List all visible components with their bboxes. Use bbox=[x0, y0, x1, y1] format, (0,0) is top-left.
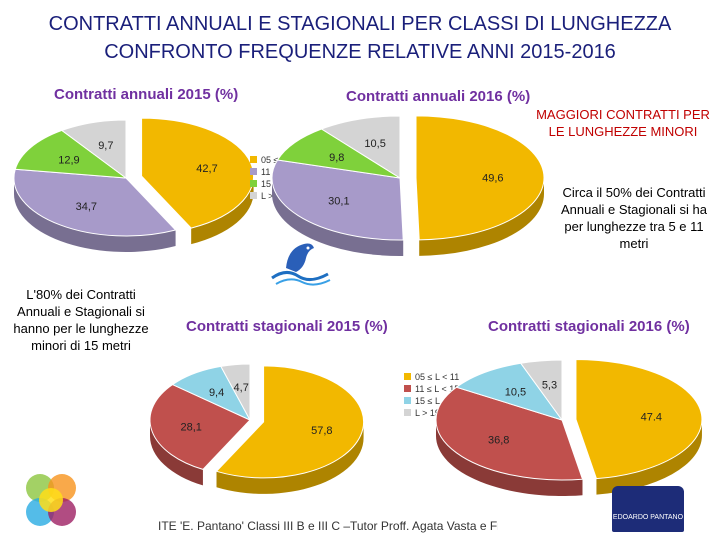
pie-slice-side-3-1 bbox=[436, 420, 583, 497]
pie-chart-3: 47.4 36,8 10,5 5,3 bbox=[435, 358, 703, 497]
pie-value-label-2-0: 57,8 bbox=[311, 425, 332, 437]
pie-slice-1-2 bbox=[276, 128, 401, 179]
pie-chart-1: 49,6 30,1 9,8 10,5 bbox=[271, 115, 545, 256]
pie-slice-0-3 bbox=[60, 119, 127, 179]
pie-value-label-0-2: 12,9 bbox=[58, 155, 79, 167]
pie-slice-side-2-0 bbox=[216, 421, 364, 494]
page-title: CONTRATTI ANNUALI E STAGIONALI PER CLASS… bbox=[0, 10, 720, 66]
note-maggiori: MAGGIORI CONTRATTI PER LE LUNGHEZZE MINO… bbox=[536, 107, 710, 139]
legend-label-2-1: 11 ≤ L < 15 bbox=[415, 384, 459, 394]
pie-value-label-3-1: 36,8 bbox=[488, 435, 509, 447]
chart-title-annual-2015: Contratti annuali 2015 (%) bbox=[54, 86, 239, 103]
pie-slice-side-3-0 bbox=[596, 419, 702, 495]
pie-slice-3-2 bbox=[455, 362, 564, 421]
pie-slice-side-2-1 bbox=[150, 420, 203, 486]
pie-value-label-3-3: 5,3 bbox=[542, 379, 557, 391]
pie-slice-2-1 bbox=[149, 384, 251, 470]
pie-slice-0-2 bbox=[14, 129, 128, 179]
legend-swatch-2-1 bbox=[404, 385, 411, 392]
pie-slice-side-1-1 bbox=[272, 178, 404, 256]
legend-label-2-3: L > 19 bbox=[415, 408, 440, 418]
pie-slice-side-1-0 bbox=[419, 177, 544, 256]
title-line-2: CONFRONTO FREQUENZE RELATIVE ANNI 2015-2… bbox=[104, 41, 616, 63]
legend-label-2-2: 15 ≤ L < 19 bbox=[415, 396, 460, 406]
legend-swatch-0-2 bbox=[250, 180, 257, 187]
pie-slice-3-1 bbox=[435, 386, 584, 481]
emblem-text: EDOARDO PANTANO bbox=[612, 514, 684, 521]
pie-slice-3-0 bbox=[575, 358, 703, 480]
legend-swatch-2-2 bbox=[404, 397, 411, 404]
pie-value-label-0-3: 9,7 bbox=[98, 140, 113, 152]
title-line-1: CONTRATTI ANNUALI E STAGIONALI PER CLASS… bbox=[48, 13, 672, 35]
legend-swatch-2-0 bbox=[404, 373, 411, 380]
pie-value-label-1-1: 30,1 bbox=[328, 196, 349, 208]
note-ottanta: L'80% dei Contratti Annuali e Stagionali… bbox=[13, 287, 149, 353]
legend-label-2-0: 05 ≤ L < 11 bbox=[415, 372, 459, 382]
pie-slice-3-3 bbox=[519, 359, 563, 422]
chart-title-seasonal-2015: Contratti stagionali 2015 (%) bbox=[186, 318, 388, 335]
footer-credit: ITE 'E. Pantano' Classi III B e III C –T… bbox=[158, 519, 498, 533]
institute-emblem: EDOARDO PANTANO bbox=[612, 486, 684, 532]
legend-swatch-0-3 bbox=[250, 192, 257, 199]
legend-swatch-2-3 bbox=[404, 409, 411, 416]
pie-value-label-2-3: 4,7 bbox=[234, 382, 249, 394]
pie-slice-side-0-1 bbox=[14, 178, 176, 252]
chart-title-seasonal-2016: Contratti stagionali 2016 (%) bbox=[488, 318, 690, 335]
pie-value-label-1-2: 9,8 bbox=[329, 152, 344, 164]
pie-value-label-1-3: 10,5 bbox=[364, 138, 385, 150]
pie-slice-side-0-0 bbox=[191, 176, 254, 245]
pie-value-label-2-2: 9,4 bbox=[209, 387, 224, 399]
pie-slice-1-0 bbox=[415, 115, 545, 241]
pie-value-label-2-1: 28,1 bbox=[180, 422, 201, 434]
legend-swatch-0-0 bbox=[250, 156, 257, 163]
legend-swatch-0-1 bbox=[250, 168, 257, 175]
pie-value-label-0-1: 34,7 bbox=[76, 201, 97, 213]
pie-slice-2-0 bbox=[215, 365, 365, 479]
pie-slice-2-3 bbox=[220, 363, 251, 421]
pie-chart-2: 57,8 28,1 9,4 4,7 05 ≤ L < 11 11 ≤ L < 15 15 ≤… bbox=[149, 363, 460, 494]
school-logo bbox=[18, 468, 84, 534]
chart-title-annual-2016: Contratti annuali 2016 (%) bbox=[346, 88, 531, 105]
pie-slice-1-3 bbox=[320, 115, 401, 179]
pie-value-label-0-0: 42,7 bbox=[196, 163, 217, 175]
pie-value-label-1-0: 49,6 bbox=[482, 172, 503, 184]
note-circa: Circa il 50% dei Contratti Annuali e Sta… bbox=[561, 185, 707, 251]
dolphin-logo bbox=[271, 243, 331, 286]
pie-value-label-3-2: 10,5 bbox=[505, 387, 526, 399]
pie-value-label-3-0: 47.4 bbox=[641, 412, 662, 424]
pie-slice-1-1 bbox=[271, 159, 404, 241]
pie-slice-0-1 bbox=[13, 168, 177, 237]
